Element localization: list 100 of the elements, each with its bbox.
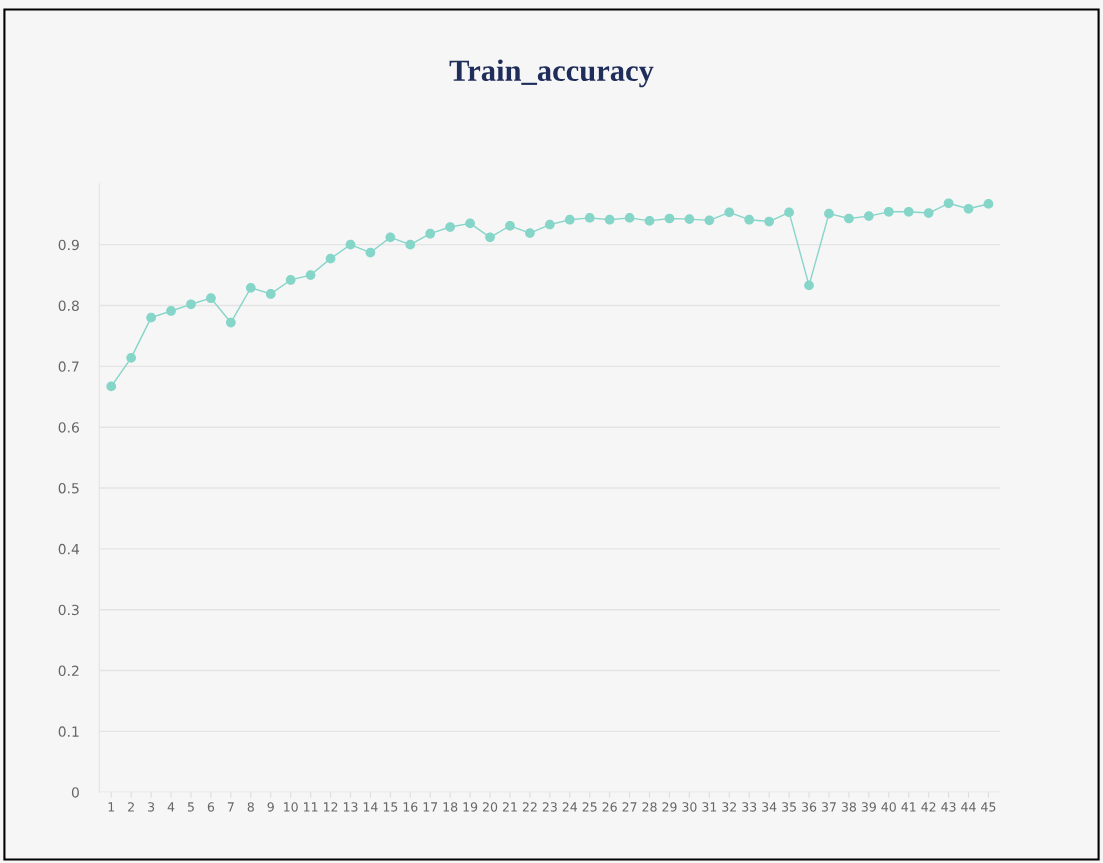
y-tick-label: 0.2 <box>58 665 79 677</box>
x-tick-label: 34 <box>762 802 777 812</box>
point <box>405 239 416 250</box>
x-tick-label: 11 <box>304 802 318 812</box>
point <box>704 215 715 226</box>
x-tick-label: 30 <box>682 802 697 812</box>
point <box>903 206 914 217</box>
point <box>525 228 535 238</box>
x-tick-label: 45 <box>981 802 996 812</box>
x-tick-label: 24 <box>562 802 578 812</box>
point <box>465 218 475 229</box>
x-tick-label: 19 <box>463 802 478 812</box>
y-tick-label: 0.8 <box>58 300 79 311</box>
point <box>166 306 176 316</box>
point <box>106 381 117 392</box>
y-tick-label: 0.5 <box>58 483 79 494</box>
x-tick-label: 14 <box>363 802 378 812</box>
point <box>644 216 655 226</box>
point <box>744 214 755 225</box>
point <box>784 207 794 218</box>
point <box>604 214 615 225</box>
point <box>206 293 216 304</box>
point <box>505 220 515 231</box>
point <box>923 208 934 218</box>
point <box>564 214 575 225</box>
y-tick-label: 0 <box>71 787 79 798</box>
x-tick-label: 20 <box>483 802 498 812</box>
y-tick-label: 0.1 <box>58 726 79 737</box>
x-tick-label: 42 <box>921 802 936 812</box>
point <box>225 317 236 328</box>
x-tick-label: 38 <box>841 802 856 812</box>
x-tick-label: 10 <box>284 802 298 812</box>
x-tick-label: 23 <box>542 802 557 812</box>
point <box>863 211 874 221</box>
x-tick-label: 15 <box>383 802 398 812</box>
x-tick-label: 3 <box>148 802 155 812</box>
x-tick-label: 28 <box>642 802 657 812</box>
point <box>345 239 356 250</box>
x-tick-label: 7 <box>227 802 234 812</box>
x-tick-label: 16 <box>403 802 418 812</box>
point <box>584 213 595 223</box>
point <box>664 213 675 224</box>
point <box>365 247 376 258</box>
point <box>186 299 196 310</box>
x-tick-label: 33 <box>742 802 757 812</box>
x-tick-label: 4 <box>167 802 175 812</box>
x-tick-label: 40 <box>881 802 896 812</box>
x-tick-label: 44 <box>961 802 976 812</box>
point <box>146 312 156 323</box>
x-tick-label: 35 <box>782 802 796 812</box>
x-tick-label: 2 <box>128 802 134 812</box>
y-tick-label: 0.6 <box>58 422 79 433</box>
point <box>325 253 336 264</box>
point <box>485 232 495 243</box>
x-tick-label: 41 <box>901 802 916 812</box>
x-tick-label: 18 <box>443 802 458 812</box>
x-tick-label: 36 <box>802 802 817 812</box>
point <box>285 275 296 285</box>
y-tick-label: 0.3 <box>58 604 79 616</box>
point <box>544 219 555 230</box>
point <box>445 222 456 232</box>
point <box>963 203 974 214</box>
point <box>265 289 276 299</box>
x-tick-label: 17 <box>423 802 438 812</box>
x-tick-label: 13 <box>343 802 358 812</box>
x-tick-label: 12 <box>323 802 338 812</box>
y-tick-label: 0.7 <box>58 361 79 372</box>
x-tick-label: 22 <box>522 802 537 812</box>
point <box>425 228 436 239</box>
y-tick-label: 0.9 <box>58 239 79 251</box>
point <box>764 216 775 227</box>
x-tick-label: 32 <box>722 802 736 812</box>
point <box>943 198 954 209</box>
point <box>126 352 137 363</box>
x-tick-label: 43 <box>941 802 956 812</box>
chart-title: Train_accuracy <box>449 59 654 88</box>
x-tick-label: 6 <box>207 802 215 812</box>
x-tick-label: 29 <box>662 802 677 812</box>
point <box>724 207 735 218</box>
point <box>983 199 994 209</box>
x-tick-label: 5 <box>187 802 194 812</box>
x-tick-label: 31 <box>702 802 717 812</box>
x-tick-label: 21 <box>502 802 517 812</box>
point <box>844 213 854 224</box>
x-tick-label: 1 <box>108 802 115 812</box>
x-tick-label: 39 <box>861 802 876 812</box>
x-tick-label: 37 <box>821 802 836 812</box>
y-tick-label: 0.4 <box>58 543 80 555</box>
point <box>305 270 316 280</box>
point <box>684 214 695 224</box>
x-tick-label: 27 <box>622 802 637 812</box>
x-tick-label: 9 <box>267 802 274 812</box>
x-tick-label: 26 <box>602 802 617 812</box>
point <box>245 283 256 293</box>
point <box>624 213 635 223</box>
point <box>804 280 814 291</box>
point <box>824 208 834 219</box>
x-tick-label: 25 <box>582 802 597 812</box>
point <box>883 206 894 217</box>
x-tick-label: 8 <box>247 802 254 812</box>
